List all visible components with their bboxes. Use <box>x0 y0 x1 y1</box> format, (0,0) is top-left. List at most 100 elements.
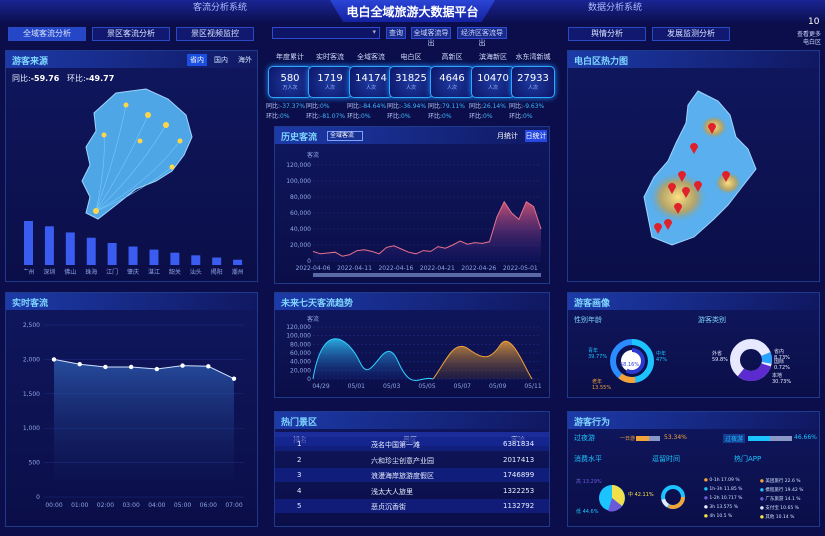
export-economic-button[interactable]: 经济区客流导出 <box>457 27 507 47</box>
table-row[interactable]: 1 茂名中国第一滩 6381834 <box>275 437 549 451</box>
realtime-point[interactable] <box>103 364 108 370</box>
forecast-area-2 <box>433 341 533 379</box>
kpi-yoy: 同比:-9.63% <box>509 101 544 110</box>
daytrip-bar-fill <box>636 436 650 441</box>
source-bar <box>24 221 33 265</box>
realtime-point[interactable] <box>77 362 82 367</box>
overnight-bar <box>748 436 792 441</box>
history-panel: 历史客流 全域客流 月统计 日统计 客流 120,000 100,000 80,000… <box>274 126 550 284</box>
realtime-point[interactable] <box>206 364 211 369</box>
kpi-yoy-value: 0% <box>320 103 330 110</box>
y-tick: 80,000 <box>290 194 311 201</box>
bullet-icon: ● <box>704 505 708 510</box>
x-tick: 2022-04-06 <box>296 265 331 272</box>
realtime-point[interactable] <box>128 364 134 370</box>
tab-global-flow[interactable]: 全域客流分析 <box>8 27 86 41</box>
y-tick: 120,000 <box>286 324 311 331</box>
tab-development[interactable]: 发展监测分析 <box>652 27 730 41</box>
bullet-icon: ● <box>704 514 708 519</box>
app-item-right: ● 美团旅行 22.6 % <box>760 478 801 484</box>
source-bar-city: 深圳 <box>43 268 55 276</box>
age-label-old: 老年 13.55% <box>592 379 612 391</box>
kpi-card[interactable]: 10470 人次 <box>471 66 515 98</box>
kpi-card[interactable]: 31825 人次 <box>389 66 433 98</box>
app-item-label: 广东旅游 14.1 % <box>765 497 801 502</box>
x-tick: 02:00 <box>97 502 114 509</box>
tab-scenic-flow[interactable]: 景区客流分析 <box>92 27 170 41</box>
kpi-mom-label: 环比: <box>306 113 321 120</box>
kpi-mom-label: 环比: <box>387 113 402 120</box>
tab-province[interactable]: 省内 <box>187 54 207 66</box>
kpi-card[interactable]: 4646 人次 <box>430 66 474 98</box>
corner-line1[interactable]: 查看更多 <box>797 31 822 38</box>
kpi-mom-label: 环比: <box>509 113 524 120</box>
kpi-label: 年度累计 <box>276 53 304 61</box>
type-title: 游客类别 <box>698 316 726 324</box>
app-item-label: 1h-3h 11.85 % <box>709 487 743 492</box>
portrait-panel: 游客画像 性别年龄 游客类别 青年 39.77% 中年 47% 老年 13.55… <box>567 292 820 398</box>
cell-count: 2017413 <box>503 455 535 464</box>
day-stat-button[interactable]: 日统计 <box>525 130 547 142</box>
realtime-point[interactable] <box>180 363 185 368</box>
app-item: ● 1h-3h 11.85 % <box>704 487 742 492</box>
y-tick: 40,000 <box>290 359 311 366</box>
kpi-label: 全域客流 <box>357 53 385 61</box>
kpi-mom: 环比:0% <box>428 111 452 120</box>
kpi-card[interactable]: 580 万人次 <box>268 66 312 98</box>
y-tick: 0 <box>307 258 311 265</box>
cell-name: 浅太大人旅里 <box>371 487 413 496</box>
kpi-label: 滨海新区 <box>479 53 507 61</box>
realtime-point[interactable] <box>231 376 237 381</box>
table-row[interactable]: 2 六和珍尘创意产业园 2017413 <box>275 453 549 467</box>
kpi-value: 10470 <box>477 73 509 84</box>
export-global-button[interactable]: 全域客流导出 <box>411 27 451 47</box>
kpi-card[interactable]: 1719 人次 <box>308 66 352 98</box>
type-label-inprov: 省内 8.73% <box>774 349 790 361</box>
cell-rank: 1 <box>297 440 302 448</box>
month-stat-button[interactable]: 月统计 <box>497 132 518 140</box>
kpi-card[interactable]: 14174 人次 <box>349 66 393 98</box>
kpi-unit: 人次 <box>324 85 335 91</box>
realtime-point[interactable] <box>154 366 160 372</box>
cell-count: 1322253 <box>503 486 535 495</box>
history-scrollbar[interactable] <box>313 273 541 277</box>
cell-rank: 4 <box>297 486 302 495</box>
behavior-panel: 游客行为 过夜游 一日游 53.34% 过夜游 46.66% 消费水平 逗留时间… <box>567 411 820 527</box>
x-tick: 05/07 <box>454 383 471 390</box>
kpi-yoy: 同比:26.14% <box>469 101 506 110</box>
region-select[interactable]: ▾ <box>272 27 380 39</box>
history-select[interactable]: 全域客流 <box>327 131 363 141</box>
kpi-mom: 环比:0% <box>266 111 290 120</box>
table-row[interactable]: 5 恶贞沉香街 1132792 <box>275 499 549 513</box>
tab-opinion[interactable]: 舆情分析 <box>568 27 646 41</box>
overnight-label: 过夜游 <box>723 434 746 443</box>
tab-scenic-video[interactable]: 景区视频监控 <box>176 27 254 41</box>
source-bar-chart: 广州 深圳 佛山 珠海 江门 肇庆 湛江 韶关 汕头 揭阳 潮州 <box>24 221 244 276</box>
nav-left-tab[interactable]: 客流分析系统 <box>192 3 247 13</box>
tab-overseas[interactable]: 海外 <box>238 56 252 64</box>
kpi-unit: 万人次 <box>282 85 298 91</box>
daytrip-label: 过夜游 <box>574 434 595 442</box>
nav-right-tab[interactable]: 数据分析系统 <box>587 3 642 13</box>
kpi-unit: 人次 <box>405 85 416 91</box>
cell-rank: 2 <box>297 455 302 464</box>
kpi-yoy-label: 同比: <box>347 103 362 110</box>
bullet-icon: ● <box>704 478 708 483</box>
guangdong-map <box>81 88 193 220</box>
realtime-point[interactable] <box>51 357 57 362</box>
kpi-value: 1719 <box>317 73 343 84</box>
table-row[interactable]: 3 浪漫海岸旅游度假区 1746899 <box>275 468 549 482</box>
kpi-unit: 人次 <box>527 85 538 91</box>
title-plate <box>330 0 495 22</box>
cell-name: 六和珍尘创意产业园 <box>371 456 434 465</box>
kpi-label: 水东湾新城 <box>515 53 551 61</box>
source-yoy: 同比:-59.76 环比:-49.77 <box>12 73 114 84</box>
y-tick: 100,000 <box>286 178 311 185</box>
tab-domestic[interactable]: 国内 <box>214 56 228 64</box>
app-item-label: 携程旅行 19.42 % <box>765 488 804 493</box>
forecast-panel-title: 未来七天客流趋势 <box>275 293 549 310</box>
query-button[interactable]: 查询 <box>386 27 406 39</box>
history-line <box>312 200 542 257</box>
kpi-card[interactable]: 27933 人次 <box>511 66 555 98</box>
table-row[interactable]: 4 浅太大人旅里 1322253 <box>275 484 549 498</box>
